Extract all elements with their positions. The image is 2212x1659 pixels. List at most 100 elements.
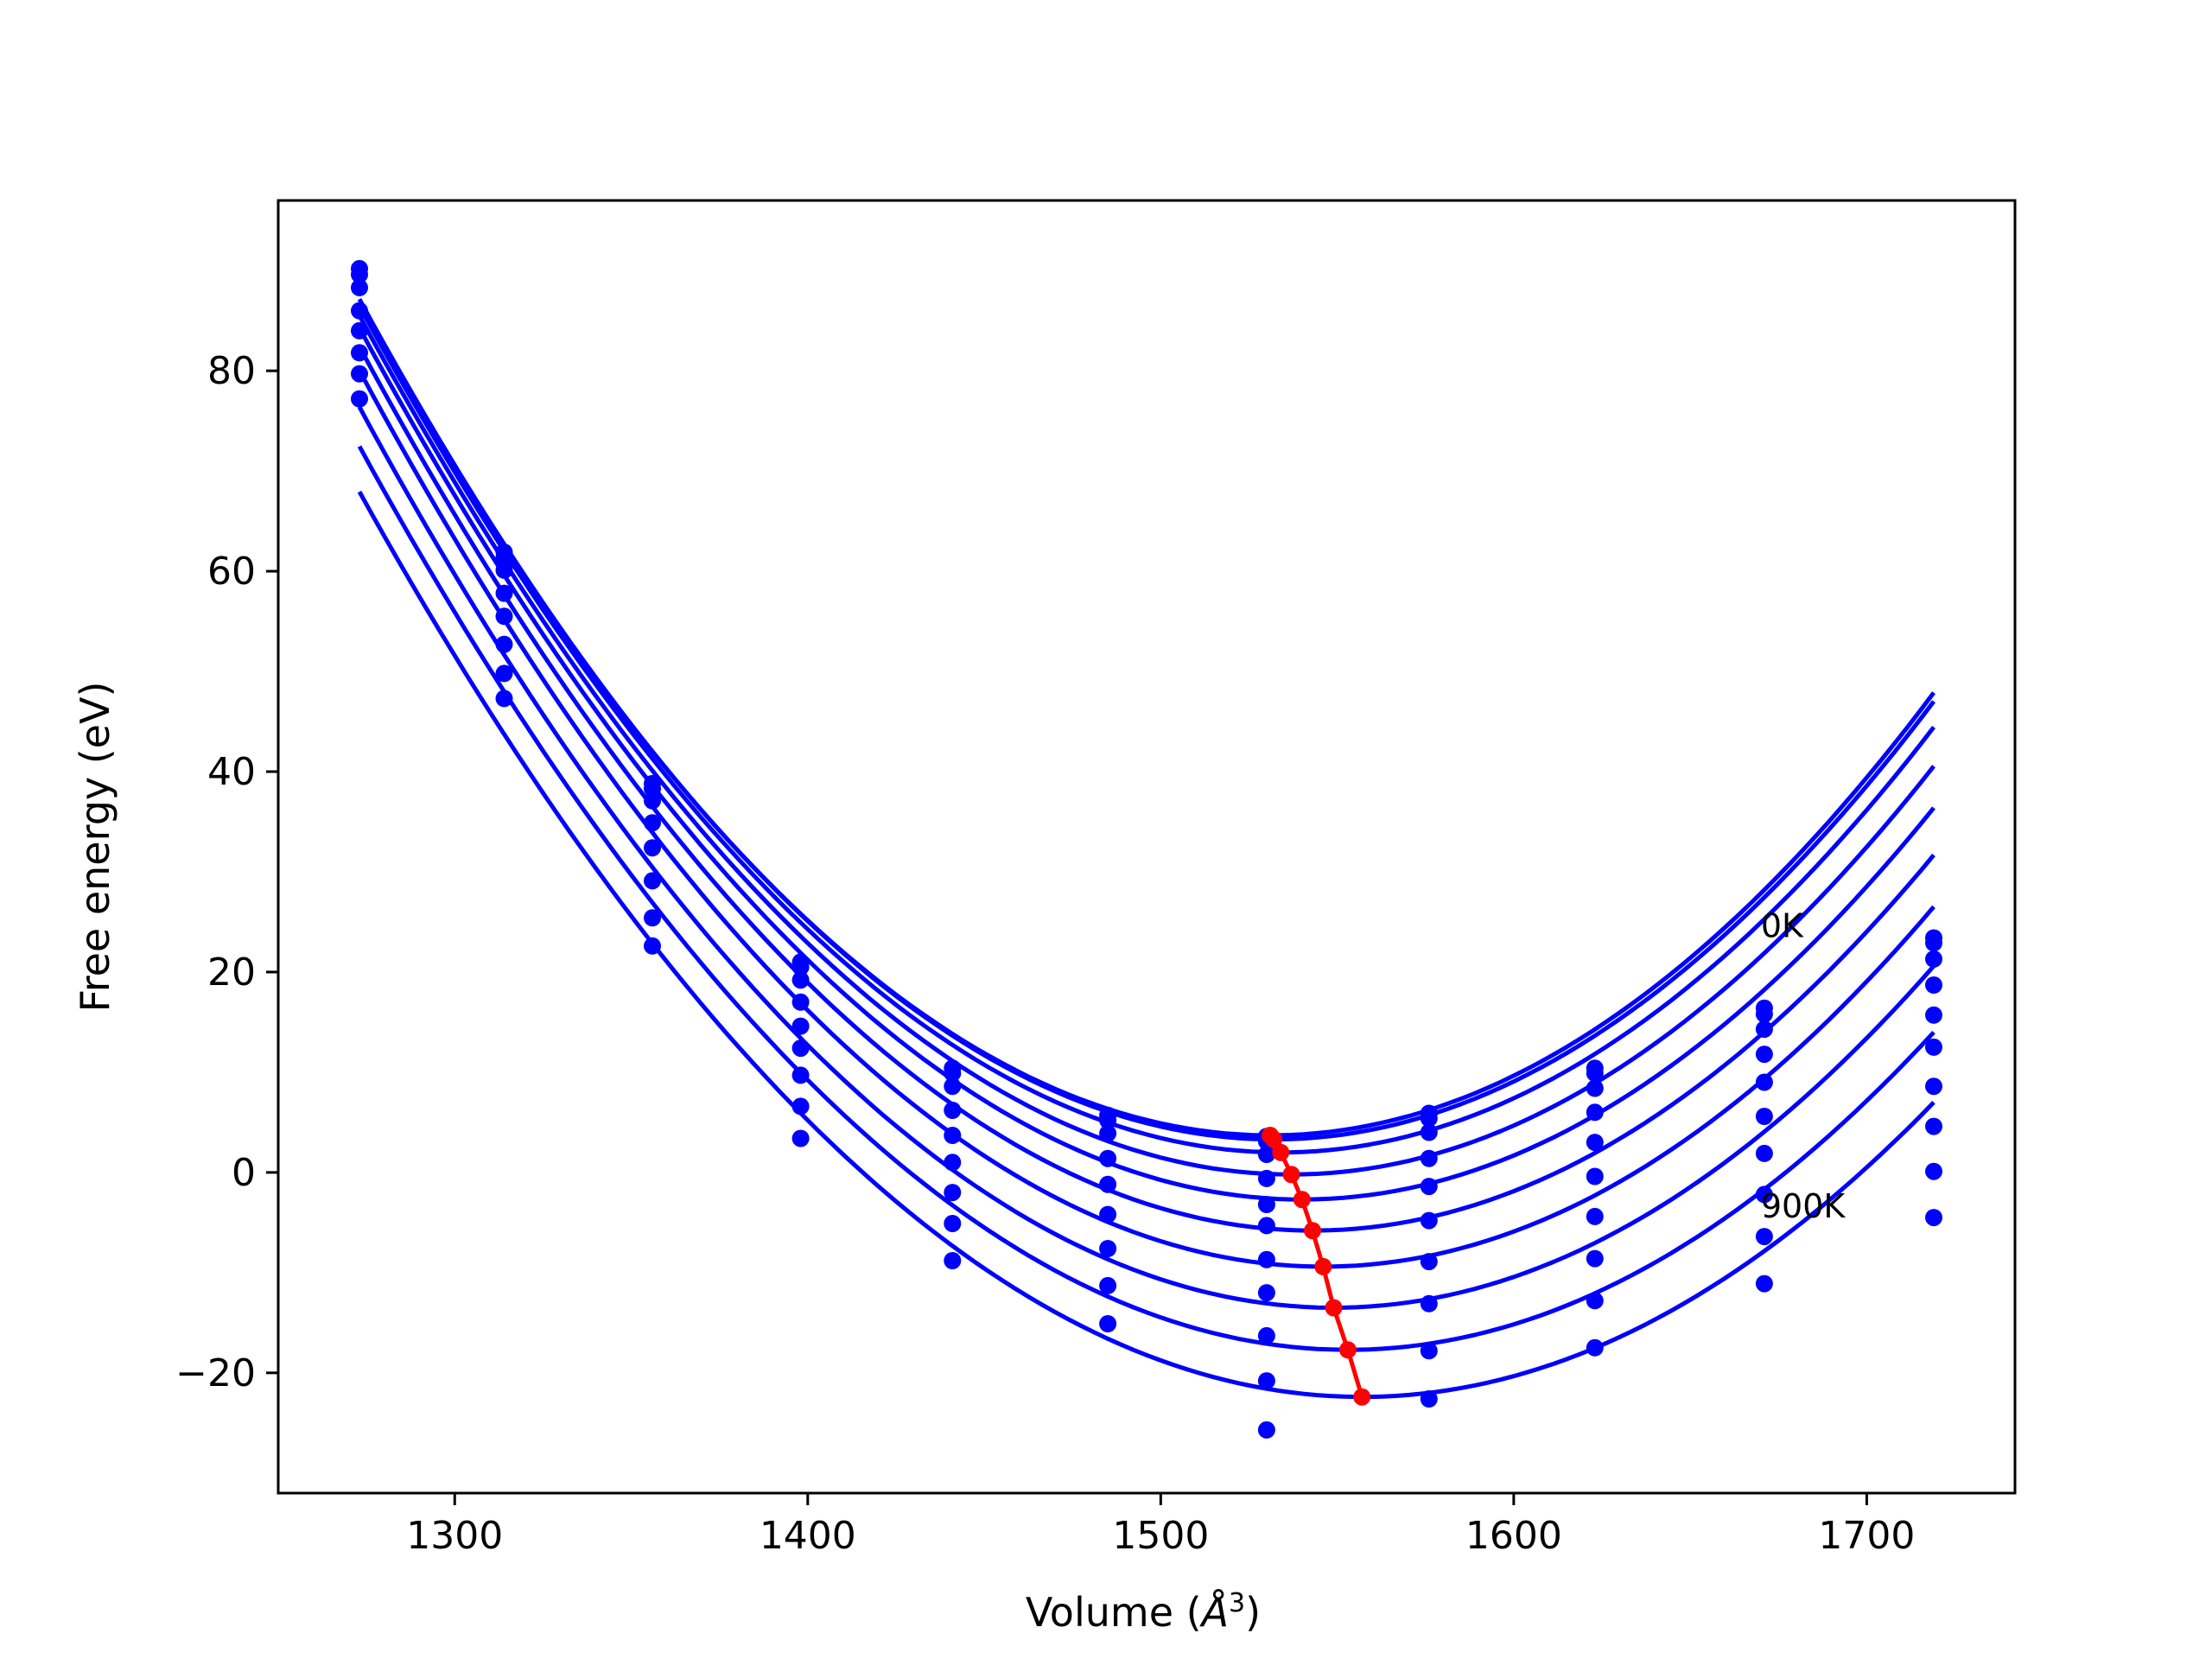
data-point-100K-1356	[644, 779, 661, 798]
equilibrium-point-1	[1265, 1130, 1283, 1148]
data-point-500K-1441	[944, 1154, 962, 1172]
data-point-300K-1356	[644, 814, 661, 832]
data-point-600K-1398	[791, 1066, 810, 1084]
data-point-600K-1485	[1099, 1240, 1117, 1257]
data-point-500K-1623	[1586, 1167, 1604, 1185]
data-point-200K-1576	[1420, 1123, 1438, 1141]
equilibrium-volume-line	[1262, 1127, 1371, 1406]
data-point-500K-1273	[351, 344, 368, 362]
data-point-500K-1671	[1755, 1108, 1773, 1125]
data-point-800K-1441	[944, 1252, 962, 1269]
data-point-400K-1441	[944, 1127, 962, 1144]
data-point-300K-1671	[1755, 1046, 1773, 1064]
data-point-900K-1623	[1586, 1338, 1604, 1357]
x-tick-label-1300: 1300	[406, 1514, 503, 1558]
y-tick-label--20: −20	[175, 1351, 256, 1395]
data-point-600K-1273	[351, 365, 368, 383]
y-tick-label-20: 20	[207, 950, 256, 995]
plot-frame	[276, 199, 2017, 1495]
data-point-800K-1719	[1925, 1162, 1942, 1180]
x-axis-title: Volume (Å3)	[1026, 1588, 1261, 1636]
data-point-400K-1623	[1586, 1134, 1604, 1152]
y-tick-label-40: 40	[207, 750, 256, 794]
fit-curve-300K	[357, 314, 1936, 1177]
fit-curve-200K	[357, 304, 1936, 1155]
equilibrium-point-2	[1272, 1143, 1290, 1161]
data-point-100K-1576	[1420, 1109, 1438, 1128]
data-points	[351, 259, 1942, 1439]
x-tick-label-1400: 1400	[760, 1514, 856, 1558]
data-point-700K-1671	[1755, 1185, 1773, 1204]
equilibrium-point-6	[1314, 1257, 1332, 1275]
data-point-600K-1356	[644, 909, 661, 927]
data-point-700K-1273	[351, 390, 368, 408]
data-point-700K-1719	[1925, 1117, 1942, 1135]
fit-curve-900K	[357, 490, 1936, 1400]
y-tick-label-60: 60	[207, 550, 256, 594]
data-point-200K-1719	[1925, 950, 1942, 968]
data-point-100K-1485	[1099, 1111, 1117, 1129]
data-point-900K-1671	[1755, 1274, 1773, 1293]
data-point-200K-1273	[351, 278, 368, 296]
annotation-900K: 900K	[1761, 1187, 1847, 1225]
data-point-800K-1623	[1586, 1292, 1604, 1310]
data-point-700K-1530	[1257, 1284, 1275, 1302]
data-point-800K-1485	[1099, 1315, 1117, 1332]
data-point-100K-1623	[1586, 1065, 1604, 1083]
data-point-200K-1671	[1755, 1020, 1773, 1039]
x-tick-label-1500: 1500	[1112, 1514, 1209, 1558]
data-point-extra-0	[1257, 1421, 1275, 1439]
data-point-300K-1314	[495, 584, 513, 602]
data-point-700K-1485	[1099, 1276, 1117, 1294]
data-point-500K-1356	[644, 872, 661, 890]
fit-curve-700K	[357, 405, 1936, 1310]
fit-curves	[357, 298, 1936, 1400]
fit-curve-400K	[357, 327, 1936, 1202]
x-tick-label-1700: 1700	[1818, 1514, 1915, 1558]
data-point-400K-1576	[1420, 1178, 1438, 1196]
y-axis-title: Free energy (eV)	[72, 682, 118, 1013]
data-point-800K-1398	[791, 1129, 810, 1147]
data-point-400K-1273	[351, 321, 368, 340]
data-point-600K-1530	[1257, 1250, 1275, 1268]
x-axis-ticks: 1300 1400 1500 1600 1700	[406, 1493, 1915, 1558]
data-point-400K-1314	[495, 607, 513, 626]
data-point-700K-1576	[1420, 1294, 1438, 1313]
y-axis-ticks: −20 0 20 40 60 80	[175, 349, 278, 1395]
data-point-900K-1530	[1257, 1372, 1275, 1390]
data-point-600K-1441	[944, 1184, 962, 1202]
data-point-500K-1398	[791, 1039, 810, 1058]
data-point-800K-1530	[1257, 1326, 1275, 1344]
data-point-100K-1441	[944, 1065, 962, 1083]
data-point-900K-1576	[1420, 1390, 1438, 1408]
data-point-900K-1719	[1925, 1209, 1942, 1227]
data-point-600K-1314	[495, 664, 513, 683]
equilibrium-point-8	[1338, 1341, 1357, 1359]
fit-curve-600K	[357, 369, 1936, 1269]
equilibrium-point-9	[1353, 1388, 1371, 1406]
data-point-300K-1719	[1925, 976, 1942, 994]
y-tick-label-80: 80	[207, 349, 256, 393]
data-point-100K-1273	[351, 265, 368, 283]
data-point-300K-1485	[1099, 1149, 1117, 1167]
data-point-400K-1530	[1257, 1196, 1275, 1213]
data-point-600K-1623	[1586, 1207, 1604, 1225]
fit-curve-100K	[357, 298, 1936, 1142]
data-point-200K-1441	[944, 1077, 962, 1096]
data-point-200K-1623	[1586, 1079, 1604, 1097]
x-tick-label-1600: 1600	[1465, 1514, 1562, 1558]
equilibrium-point-5	[1304, 1222, 1321, 1240]
data-point-300K-1576	[1420, 1149, 1438, 1167]
fit-curve-800K	[357, 445, 1936, 1352]
data-point-400K-1356	[644, 839, 661, 857]
data-point-400K-1485	[1099, 1175, 1117, 1193]
data-point-300K-1398	[791, 993, 810, 1011]
data-point-400K-1671	[1755, 1073, 1773, 1091]
data-point-300K-1530	[1257, 1169, 1275, 1187]
data-point-500K-1314	[495, 635, 513, 653]
temperature-annotations: 0K 900K	[1761, 906, 1847, 1225]
annotation-0K: 0K	[1761, 906, 1804, 944]
data-point-100K-1398	[791, 958, 810, 976]
data-point-400K-1398	[791, 1017, 810, 1035]
